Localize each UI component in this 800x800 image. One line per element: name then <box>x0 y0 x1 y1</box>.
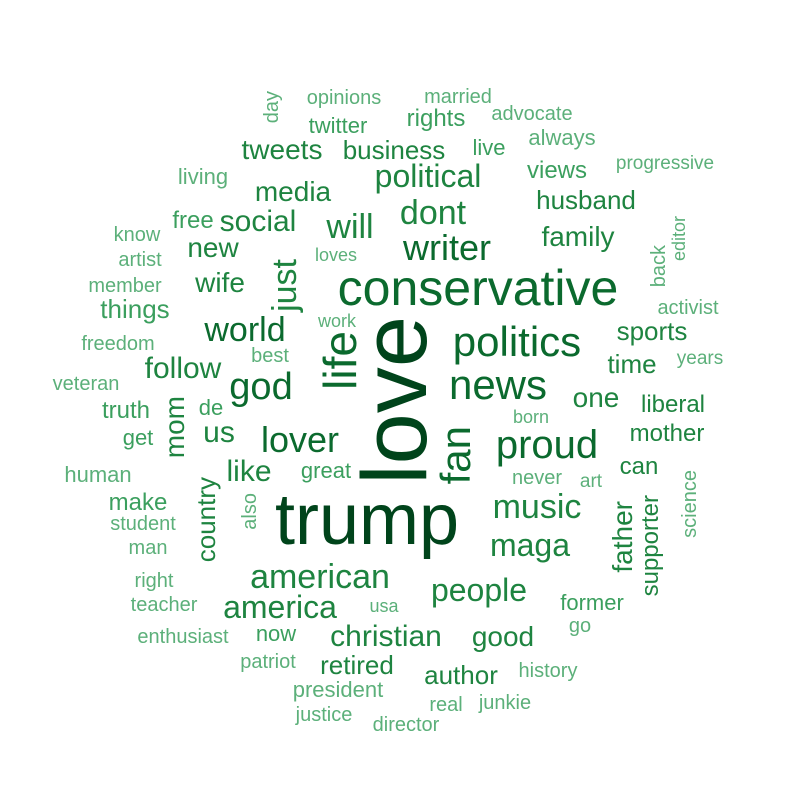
word-president: president <box>292 677 384 702</box>
word-american: american <box>250 558 390 596</box>
word-born: born <box>512 407 550 427</box>
word-human: human <box>64 462 132 487</box>
word-follow: follow <box>144 352 222 385</box>
word-new: new <box>187 232 239 263</box>
word-just: just <box>266 258 304 312</box>
word-never: never <box>511 467 563 489</box>
word-media: media <box>254 176 332 207</box>
word-business: business <box>342 135 446 165</box>
word-artist: artist <box>118 249 162 271</box>
word-will: will <box>326 208 374 246</box>
word-make: make <box>108 489 168 516</box>
word-tweets: tweets <box>241 134 323 165</box>
word-good: good <box>471 621 535 652</box>
word-truth: truth <box>101 397 151 424</box>
word-right: right <box>134 570 174 592</box>
word-patriot: patriot <box>240 651 296 673</box>
word-conservative: conservative <box>337 260 619 316</box>
word-get: get <box>122 425 154 450</box>
word-like: like <box>226 455 272 488</box>
word-author: author <box>424 660 498 690</box>
word-years: years <box>676 347 724 369</box>
word-things: things <box>100 294 170 324</box>
word-america: america <box>223 589 337 625</box>
word-great: great <box>300 458 352 483</box>
word-politics: politics <box>452 318 582 365</box>
word-writer: writer <box>403 227 491 268</box>
word-us: us <box>203 416 235 449</box>
word-retired: retired <box>320 650 394 680</box>
word-director: director <box>372 714 440 736</box>
word-progressive: progressive <box>615 152 715 174</box>
word-enthusiast: enthusiast <box>137 626 229 648</box>
word-opinions: opinions <box>306 87 382 109</box>
word-world: world <box>204 311 286 349</box>
word-de: de <box>198 395 224 420</box>
word-real: real <box>429 694 463 716</box>
word-former: former <box>560 590 624 615</box>
word-junkie: junkie <box>478 692 532 714</box>
word-back: back <box>648 244 670 288</box>
word-dont: dont <box>399 194 467 232</box>
word-member: member <box>88 275 162 297</box>
word-wife: wife <box>195 267 245 298</box>
word-now: now <box>255 621 297 646</box>
word-know: know <box>113 224 161 246</box>
word-loves: loves <box>314 245 358 265</box>
word-sports: sports <box>616 316 688 346</box>
word-god: god <box>229 366 293 408</box>
word-people: people <box>430 572 528 608</box>
word-living: living <box>177 164 229 189</box>
word-family: family <box>541 221 615 252</box>
word-political: political <box>374 158 482 194</box>
word-science: science <box>679 470 701 538</box>
word-best: best <box>251 345 289 367</box>
word-husband: husband <box>536 185 636 215</box>
word-music: music <box>492 488 582 526</box>
word-father: father <box>607 501 638 573</box>
word-one: one <box>572 382 620 413</box>
word-rights: rights <box>406 105 466 132</box>
word-proud: proud <box>495 423 599 467</box>
word-life: life <box>314 330 366 390</box>
word-views: views <box>526 157 587 184</box>
word-usa: usa <box>369 596 399 616</box>
word-editor: editor <box>669 216 689 262</box>
word-christian: christian <box>330 620 442 653</box>
word-also: also <box>239 492 261 530</box>
word-veteran: veteran <box>52 373 120 395</box>
word-live: live <box>472 135 506 160</box>
word-twitter: twitter <box>308 113 368 138</box>
word-liberal: liberal <box>640 391 706 418</box>
word-married: married <box>424 86 492 108</box>
word-art: art <box>579 470 603 492</box>
word-freedom: freedom <box>81 333 155 355</box>
word-teacher: teacher <box>130 594 198 616</box>
word-free: free <box>172 207 214 234</box>
word-fan: fan <box>432 425 479 485</box>
word-mom: mom <box>159 395 190 459</box>
word-maga: maga <box>489 527 571 563</box>
word-time: time <box>607 349 657 379</box>
word-go: go <box>568 615 592 637</box>
word-advocate: advocate <box>491 103 573 125</box>
word-work: work <box>317 311 356 331</box>
word-history: history <box>518 660 578 682</box>
word-can: can <box>619 453 659 480</box>
word-activist: activist <box>657 297 719 319</box>
word-trump: trump <box>274 480 460 560</box>
word-justice: justice <box>295 704 353 726</box>
word-news: news <box>448 361 548 408</box>
word-lover: lover <box>260 419 340 460</box>
word-country: country <box>191 477 221 563</box>
word-mother: mother <box>629 420 705 447</box>
word-social: social <box>219 205 297 238</box>
word-student: student <box>110 513 176 535</box>
word-supporter: supporter <box>637 495 664 597</box>
word-man: man <box>128 537 168 559</box>
word-always: always <box>528 125 596 150</box>
word-day: day <box>261 90 283 124</box>
